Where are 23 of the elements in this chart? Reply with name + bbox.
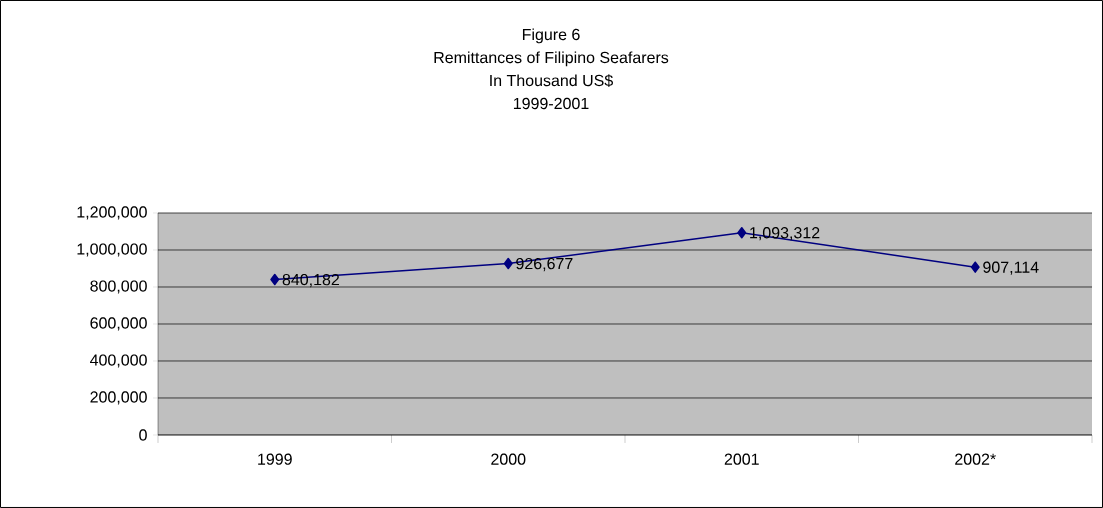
y-tick-label: 800,000 <box>90 280 147 294</box>
y-tick-label: 1,200,000 <box>77 206 147 220</box>
y-tick-label: 600,000 <box>90 317 147 331</box>
text: 840,182 <box>282 273 339 288</box>
point <box>737 226 747 239</box>
chart-subtitle: Remittances of Filipino Seafarers <box>434 51 669 67</box>
text: 1,093,312 <box>750 227 820 241</box>
text: 907,114 <box>983 261 1039 275</box>
chart-title: Figure 6 <box>522 28 580 44</box>
text: 926,677 <box>516 257 573 272</box>
y-tick-label: 1,000,000 <box>77 243 147 257</box>
y-tick-label: 400,000 <box>90 354 147 368</box>
x-tick-label: 2002* <box>955 453 996 465</box>
text: 1999-2001 <box>513 97 589 110</box>
y-tick-label: 200,000 <box>90 391 147 405</box>
y-tick-label: 0 <box>139 429 147 441</box>
point <box>503 257 513 270</box>
text: In Thousand US$ <box>490 74 613 88</box>
point <box>270 273 280 286</box>
x-tick-label: 2000 <box>491 453 526 465</box>
x-tick-label: 2001 <box>724 453 759 465</box>
x-tick-label: 1999 <box>258 453 292 465</box>
point <box>970 261 980 273</box>
